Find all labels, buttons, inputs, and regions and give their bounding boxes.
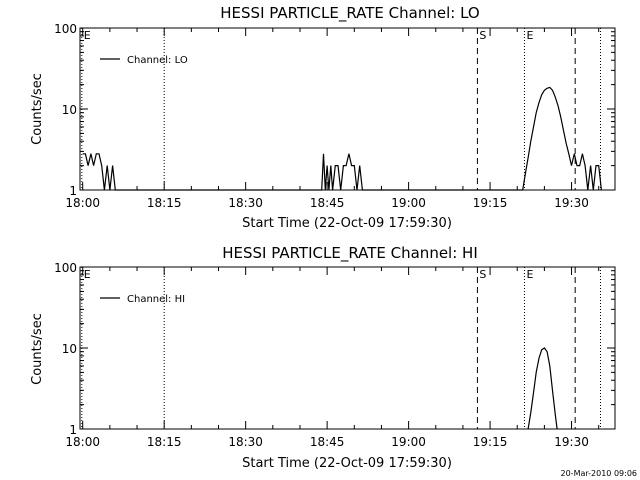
panel-hi-ylabel: Counts/sec [30,313,45,385]
y-tick-label: 100 [54,22,77,36]
event-marker-label: E [84,268,91,281]
panel-lo-plot-area: 18:00 18:15 18:30 18:45 19:00 19:15 19:30 1 10 10… [54,22,616,210]
y-tick-label: 1 [69,184,77,198]
x-tick-label: 18:30 [228,196,263,210]
panel-hi: HESSI PARTICLE_RATE Channel: HI Start Ti… [30,244,616,471]
panel-lo-xlabel: Start Time (22-Oct-09 17:59:30) [242,216,452,231]
panel-lo-ylabel: Counts/sec [30,73,45,145]
x-tick-label: 19:15 [473,196,508,210]
event-marker-label: E [526,268,533,281]
x-tick-label: 18:15 [147,196,182,210]
event-marker-label: S [479,268,486,281]
x-tick-label: 19:30 [554,196,589,210]
legend-label: Channel: LO [127,55,188,66]
series-line [82,86,602,191]
panel-hi-xlabel: Start Time (22-Oct-09 17:59:30) [242,456,452,471]
x-tick-label: 18:00 [65,435,100,449]
y-tick-label: 1 [69,423,77,437]
series-line [527,347,558,430]
event-marker-label: E [526,29,533,42]
x-tick-label: 18:00 [65,196,100,210]
panel-hi-plot-area: 18:00 18:15 18:30 18:45 19:00 19:15 19:30 1 10 10… [54,261,616,449]
legend-label: Channel: HI [127,294,185,305]
y-tick-label: 100 [54,261,77,275]
x-tick-label: 18:15 [147,435,182,449]
x-tick-label: 19:30 [554,435,589,449]
y-tick-label: 10 [62,342,77,356]
event-marker-label: S [479,29,486,42]
x-tick-label: 18:45 [310,196,345,210]
x-tick-label: 19:15 [473,435,508,449]
x-tick-label: 18:30 [228,435,263,449]
panel-lo: HESSI PARTICLE_RATE Channel: LO Start Ti… [30,4,616,231]
x-tick-label: 19:00 [391,196,426,210]
y-tick-label: 10 [62,103,77,117]
x-tick-label: 18:45 [310,435,345,449]
x-tick-label: 19:00 [391,435,426,449]
event-marker-label: E [84,29,91,42]
panel-lo-title: HESSI PARTICLE_RATE Channel: LO [220,4,479,23]
generation-timestamp: 20-Mar-2010 09:06 [561,469,638,478]
panel-hi-title: HESSI PARTICLE_RATE Channel: HI [222,244,478,263]
